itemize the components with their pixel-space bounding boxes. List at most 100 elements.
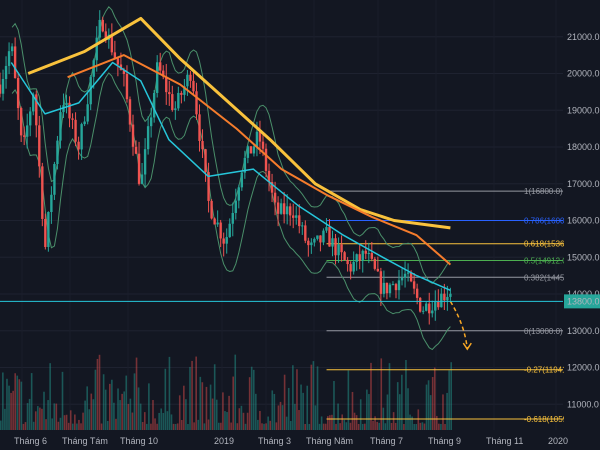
volume-bar: [224, 411, 226, 430]
volume-bar: [409, 414, 411, 430]
volume-bar: [384, 423, 387, 430]
volume-bar: [22, 423, 25, 430]
volume-bar: [39, 407, 41, 430]
volume-bar: [283, 374, 286, 430]
band-upper: [11, 6, 451, 285]
candle-body: [171, 94, 174, 110]
volume-bar: [0, 420, 2, 430]
volume-bar: [267, 416, 269, 430]
time-tick-label: Tháng 3: [258, 436, 291, 446]
volume-bar: [170, 414, 173, 430]
candle-body: [319, 235, 322, 243]
volume-bar: [53, 403, 56, 430]
volume-bar: [150, 423, 152, 430]
candle-body: [168, 92, 171, 95]
volume-bar: [201, 382, 204, 430]
volume-bar: [310, 364, 313, 430]
candle-body: [394, 284, 398, 291]
candle-body: [355, 254, 358, 262]
volume-bar: [34, 411, 37, 430]
candle-body: [59, 112, 62, 141]
candle-body: [428, 303, 431, 314]
volume-bar: [232, 376, 234, 430]
volume-bar: [24, 422, 27, 430]
volume-bar: [74, 414, 76, 430]
volume-bar: [199, 376, 202, 430]
volume-bar: [12, 390, 14, 430]
candle-body: [155, 62, 159, 93]
volume-bar: [94, 369, 97, 430]
volume-bar: [250, 366, 253, 430]
volume-bar: [353, 412, 356, 430]
volume-bar: [49, 363, 51, 430]
volume-bar: [228, 395, 230, 430]
volume-bar: [209, 384, 212, 430]
volume-bar: [143, 412, 146, 430]
volume-bar: [419, 422, 422, 430]
candle-body: [385, 282, 389, 294]
volume-bar: [450, 362, 452, 430]
price-tick-label: 17000.0: [567, 179, 600, 189]
candlesticks[interactable]: [0, 10, 452, 325]
fib-level-label: 0.5(14912.0): [524, 256, 570, 265]
volume-bar: [306, 385, 309, 430]
volume-bars: [0, 354, 452, 430]
volume-bar: [55, 403, 58, 430]
volume-bar: [96, 358, 99, 430]
candle-body: [418, 297, 422, 312]
volume-bar: [154, 418, 156, 430]
volume-bar: [92, 399, 95, 430]
candle-body: [16, 78, 20, 109]
volume-bar: [265, 423, 267, 430]
candle-body: [104, 31, 107, 40]
candle-body: [110, 34, 114, 53]
volume-bar: [263, 423, 265, 430]
volume-bar: [152, 400, 154, 430]
volume-bar: [320, 416, 323, 430]
volume-bar: [314, 405, 317, 430]
candle-body: [116, 58, 120, 65]
time-axis[interactable]: [0, 430, 600, 450]
volume-bar: [191, 360, 193, 430]
volume-bar: [425, 384, 428, 430]
candle-body: [276, 202, 280, 214]
volume-bar: [308, 423, 311, 430]
volume-bar: [86, 386, 88, 430]
volume-bar: [88, 409, 91, 430]
volume-bar: [341, 414, 343, 430]
volume-bar: [331, 414, 333, 430]
volume-bar: [413, 423, 415, 430]
volume-bar: [176, 423, 179, 430]
volume-bar: [187, 423, 189, 430]
candle-body: [201, 140, 204, 150]
volume-bar: [185, 399, 187, 430]
candle-body: [210, 200, 213, 219]
volume-bar: [370, 362, 372, 430]
candle-body: [267, 170, 271, 183]
fib-level-label: 0.786(16000.0): [524, 217, 579, 226]
volume-bar: [355, 415, 358, 430]
candle-body: [340, 244, 343, 253]
volume-bar: [69, 410, 72, 430]
fibonacci-levels[interactable]: 1(16800.0) 0.786(16000.0) 0.618(15368. 0.5(…: [326, 187, 579, 424]
volume-bar: [230, 422, 232, 430]
volume-bar: [364, 423, 366, 430]
candle-body: [346, 259, 349, 265]
candle-body: [249, 146, 253, 154]
volume-bar: [90, 393, 93, 430]
volume-bar: [357, 423, 360, 430]
candle-body: [449, 293, 452, 297]
candle-body: [183, 86, 186, 95]
candle-body: [328, 227, 331, 247]
candle-body: [174, 108, 177, 110]
candle-body: [243, 157, 247, 173]
volume-bar: [374, 416, 376, 430]
candle-body: [86, 104, 89, 122]
candle-body: [406, 272, 410, 274]
volume-bar: [189, 366, 191, 430]
price-axis[interactable]: [564, 0, 600, 430]
candle-body: [228, 223, 231, 238]
volume-bar: [411, 416, 413, 430]
candle-body: [437, 302, 440, 308]
